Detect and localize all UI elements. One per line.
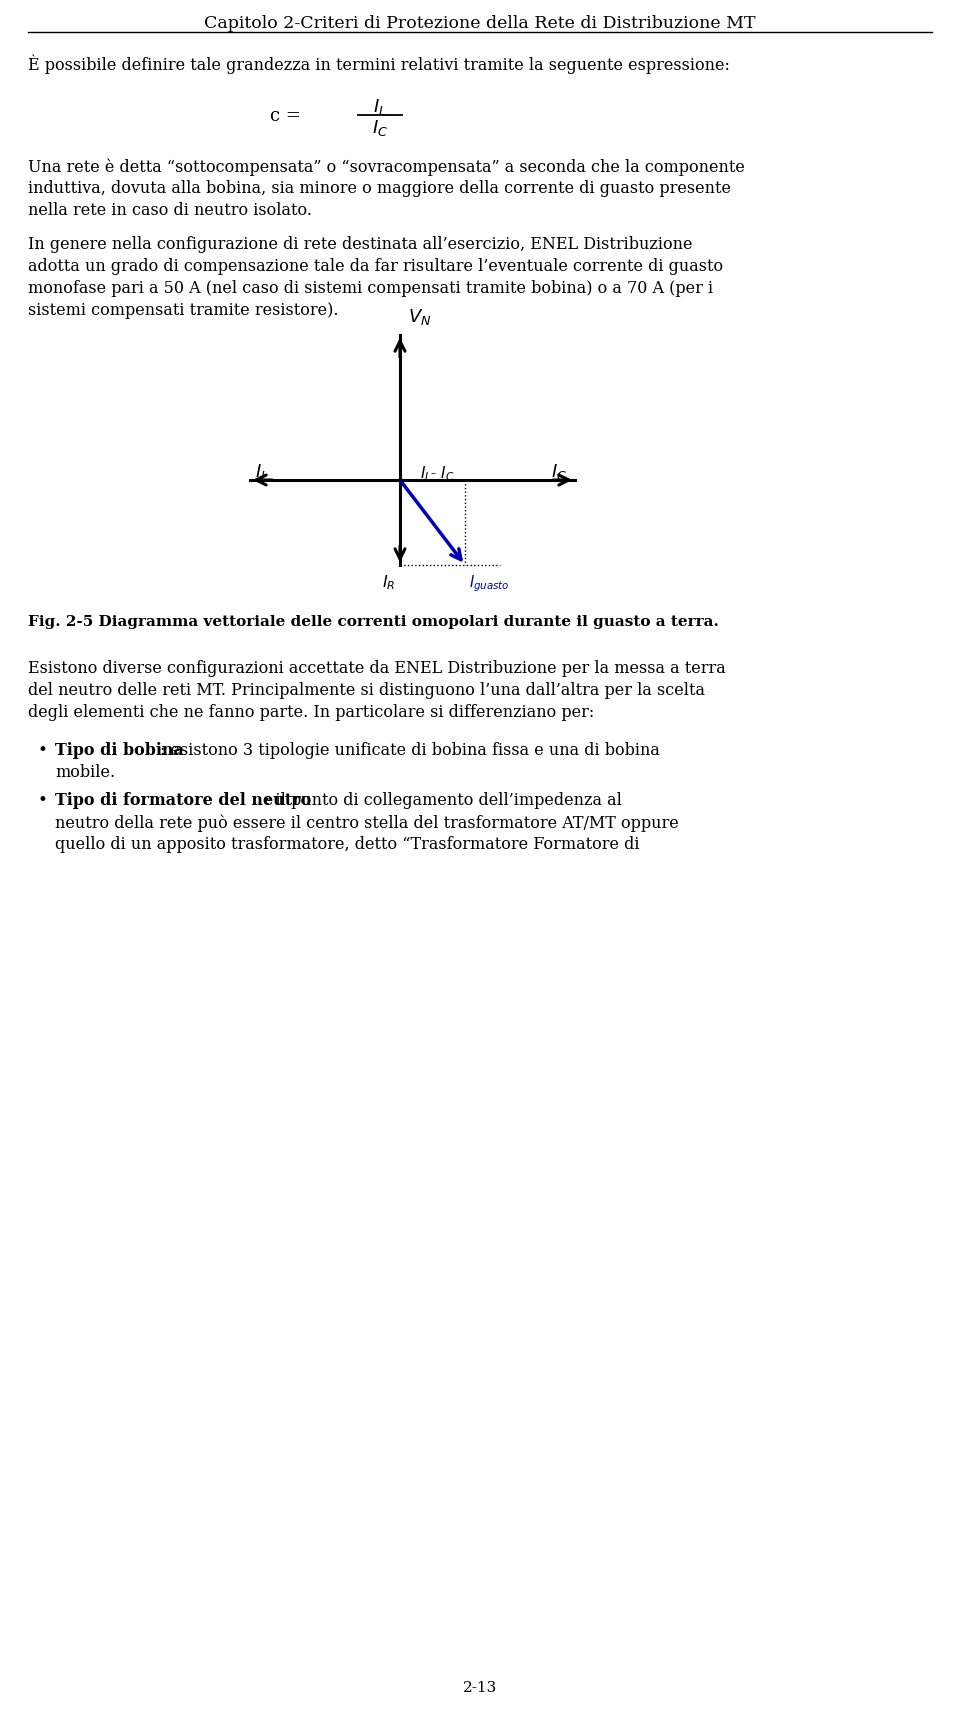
Text: In genere nella configurazione di rete destinata all’esercizio, ENEL Distribuzio: In genere nella configurazione di rete d… xyxy=(28,236,692,254)
Text: monofase pari a 50 A (nel caso di sistemi compensati tramite bobina) o a 70 A (p: monofase pari a 50 A (nel caso di sistem… xyxy=(28,279,713,296)
Text: degli elementi che ne fanno parte. In particolare si differenziano per:: degli elementi che ne fanno parte. In pa… xyxy=(28,704,594,721)
Text: del neutro delle reti MT. Principalmente si distinguono l’una dall’altra per la : del neutro delle reti MT. Principalmente… xyxy=(28,682,705,699)
Text: Una rete è detta “sottocompensata” o “sovracompensata” a seconda che la componen: Una rete è detta “sottocompensata” o “so… xyxy=(28,158,745,175)
Text: nella rete in caso di neutro isolato.: nella rete in caso di neutro isolato. xyxy=(28,202,312,219)
Text: $V_N$: $V_N$ xyxy=(408,307,431,327)
Text: mobile.: mobile. xyxy=(55,764,115,781)
Text: adotta un grado di compensazione tale da far risultare l’eventuale corrente di g: adotta un grado di compensazione tale da… xyxy=(28,259,723,276)
Text: •: • xyxy=(38,791,48,809)
Text: Esistono diverse configurazioni accettate da ENEL Distribuzione per la messa a t: Esistono diverse configurazioni accettat… xyxy=(28,660,726,677)
Text: sistemi compensati tramite resistore).: sistemi compensati tramite resistore). xyxy=(28,301,339,319)
Text: È possibile definire tale grandezza in termini relativi tramite la seguente espr: È possibile definire tale grandezza in t… xyxy=(28,55,730,74)
Text: Tipo di formatore del neutro: Tipo di formatore del neutro xyxy=(55,791,311,809)
Text: $I_L$: $I_L$ xyxy=(255,463,269,481)
Text: 2-13: 2-13 xyxy=(463,1680,497,1694)
Text: •: • xyxy=(38,742,48,759)
Text: $I_{guasto}$: $I_{guasto}$ xyxy=(469,574,510,594)
Text: : il punto di collegamento dell’impedenza al: : il punto di collegamento dell’impedenz… xyxy=(265,791,622,809)
Text: $I_C$: $I_C$ xyxy=(372,118,388,139)
Text: quello di un apposito trasformatore, detto “Trasformatore Formatore di: quello di un apposito trasformatore, det… xyxy=(55,836,639,853)
Text: $I_R$: $I_R$ xyxy=(382,574,395,591)
Text: c =: c = xyxy=(270,106,300,125)
Text: Fig. 2-5 Diagramma vettoriale delle correnti omopolari durante il guasto a terra: Fig. 2-5 Diagramma vettoriale delle corr… xyxy=(28,615,719,629)
Text: $I_L$: $I_L$ xyxy=(373,98,387,116)
Text: Tipo di bobina: Tipo di bobina xyxy=(55,742,184,759)
Text: neutro della rete può essere il centro stella del trasformatore AT/MT oppure: neutro della rete può essere il centro s… xyxy=(55,814,679,831)
Text: $I_C$: $I_C$ xyxy=(551,463,567,481)
Text: Capitolo 2-Criteri di Protezione della Rete di Distribuzione MT: Capitolo 2-Criteri di Protezione della R… xyxy=(204,15,756,33)
Text: $I_L$- $I_C$: $I_L$- $I_C$ xyxy=(420,464,454,483)
Text: : esistono 3 tipologie unificate di bobina fissa e una di bobina: : esistono 3 tipologie unificate di bobi… xyxy=(160,742,660,759)
Text: induttiva, dovuta alla bobina, sia minore o maggiore della corrente di guasto pr: induttiva, dovuta alla bobina, sia minor… xyxy=(28,180,731,197)
